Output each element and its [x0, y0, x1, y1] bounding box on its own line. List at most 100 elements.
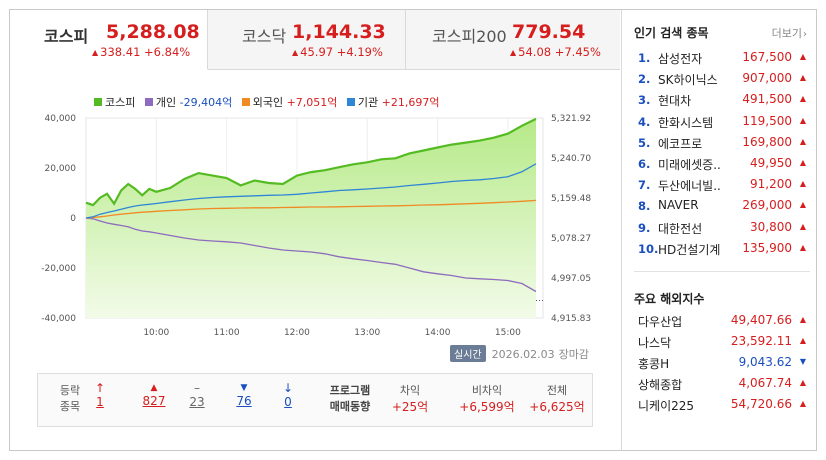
tab-kosdaq[interactable]: 코스닥 1,144.33 ▲ 45.97 +4.19%	[208, 10, 406, 70]
breadth-count[interactable]: 23	[189, 395, 205, 409]
popular-stock-row[interactable]: 7. 두산에너빌.. 91,200 ▲	[634, 175, 810, 196]
program-label-line1: 프로그램	[329, 384, 371, 397]
popular-stock-row[interactable]: 2. SK하이닉스 907,000 ▲	[634, 69, 810, 90]
stock-price: 119,500	[742, 113, 792, 128]
stock-price: 167,500	[742, 50, 792, 64]
foreign-index-value: 23,592.11	[730, 334, 792, 348]
program-col-value: +25억	[391, 400, 429, 414]
program-col-value: +6,599억	[459, 400, 515, 414]
stock-name-link[interactable]: SK하이닉스	[658, 73, 718, 88]
popular-stock-row[interactable]: 3. 현대차 491,500 ▲	[634, 90, 810, 111]
foreign-index-name[interactable]: 나스닥	[638, 336, 672, 350]
legend-swatch	[346, 98, 355, 106]
index-tabs: 코스피 5,288.08 ▲ 338.41 +6.84% 코스닥 1,144.33…	[10, 10, 620, 70]
popular-stock-row[interactable]: 1. 삼성전자 167,500 ▲	[634, 48, 810, 69]
foreign-index-value: 54,720.66	[730, 397, 792, 411]
foreign-index-row[interactable]: 나스닥 23,592.11 ▲	[634, 332, 810, 353]
fall-triangle-icon: ▼	[799, 357, 806, 366]
rise-triangle-icon: ▲	[799, 157, 806, 167]
stock-name-link[interactable]: 두산에너빌..	[658, 179, 721, 194]
legend-item-individual: 개인 -29,404억	[144, 94, 232, 110]
rise-triangle-icon: ▲	[799, 336, 806, 345]
tab-value: 5,288.08	[106, 21, 200, 43]
right-tick-label: 5,321.92	[551, 114, 591, 124]
x-tick-label: 12:00	[284, 328, 310, 338]
flat-dash-icon: –	[194, 381, 200, 395]
tab-change: ▲ 338.41 +6.84%	[92, 45, 190, 59]
chart-date: 2026.02.03	[491, 348, 555, 361]
stock-price: 30,800	[750, 219, 792, 234]
foreign-index-row[interactable]: 홍콩H 9,043.62 ▼	[634, 353, 810, 374]
tab-change: ▲ 45.97 +4.19%	[292, 45, 383, 59]
program-col-label: 전체	[546, 384, 568, 397]
popular-stock-row[interactable]: 8. NAVER 269,000 ▲	[634, 196, 810, 217]
foreign-index-name[interactable]: 상해종합	[638, 378, 683, 392]
breadth-lower-limit[interactable]: ↓ 0	[276, 381, 300, 409]
tab-kospi[interactable]: 코스피 5,288.08 ▲ 338.41 +6.84%	[10, 10, 208, 70]
rise-triangle-icon: ▲	[799, 94, 806, 104]
foreign-index-name[interactable]: 니케이225	[638, 399, 695, 413]
legend-value: +7,051억	[286, 96, 338, 109]
legend-item-foreign: 외국인 +7,051억	[241, 94, 338, 110]
breadth-rise[interactable]: ▲ 827	[134, 381, 174, 408]
tab-value: 779.54	[512, 21, 586, 43]
rise-triangle-icon: ▲	[799, 399, 806, 408]
rank-number: 2.	[638, 72, 651, 87]
institution-line	[85, 163, 537, 219]
popular-stock-row[interactable]: 4. 한화시스템 119,500 ▲	[634, 112, 810, 133]
breadth-label-line2: 종목	[59, 400, 81, 413]
program-trading-label: 프로그램 매매동향	[320, 383, 380, 415]
right-tick-label: 5,159.48	[551, 194, 591, 204]
stock-name-link[interactable]: HD건설기계	[658, 242, 721, 257]
foreign-index-name[interactable]: 다우산업	[638, 315, 683, 329]
stock-name-link[interactable]: NAVER	[658, 198, 699, 213]
breadth-count[interactable]: 0	[284, 395, 292, 409]
stock-name-link[interactable]: 대한전선	[658, 221, 703, 236]
foreign-index-name[interactable]: 홍콩H	[638, 357, 670, 371]
legend-swatch	[144, 98, 153, 106]
rank-number: 4.	[638, 114, 651, 129]
breadth-fall[interactable]: ▼ 76	[229, 381, 259, 408]
breadth-count[interactable]: 76	[236, 394, 252, 408]
tab-name: 코스피200	[432, 27, 507, 46]
breadth-flat[interactable]: – 23	[182, 381, 212, 409]
stock-name-link[interactable]: 현대차	[658, 94, 692, 109]
left-tick-label: 40,000	[45, 114, 77, 124]
tab-name: 코스닥	[242, 27, 287, 46]
more-link[interactable]: 더보기›	[772, 25, 807, 41]
breadth-count[interactable]: 1	[96, 395, 104, 409]
breadth-count[interactable]: 827	[142, 394, 166, 408]
upper-limit-arrow-icon: ↑	[94, 381, 106, 395]
legend-swatch	[94, 98, 102, 106]
program-col-label: 차익	[399, 384, 421, 397]
stock-name-link[interactable]: 한화시스템	[658, 115, 714, 130]
foreign-index-row[interactable]: 다우산업 49,407.66 ▲	[634, 311, 810, 332]
breadth-upper-limit[interactable]: ↑ 1	[88, 381, 112, 409]
stock-name-link[interactable]: 미래에셋증..	[658, 157, 721, 172]
rise-triangle-icon: ▲	[92, 48, 99, 57]
foreign-index-row[interactable]: 상해종합 4,067.74 ▲	[634, 374, 810, 395]
chart-legend: 코스피 개인 -29,404억 외국인 +7,051억 기관 +21,697억	[94, 94, 446, 110]
foreign-index-row[interactable]: 니케이225 54,720.66 ▲	[634, 395, 810, 416]
lower-limit-arrow-icon: ↓	[282, 381, 294, 395]
popular-stock-row[interactable]: 10. HD건설기계 135,900 ▲	[634, 239, 810, 260]
stock-name-link[interactable]: 에코프로	[658, 136, 703, 151]
stock-price: 49,950	[750, 155, 792, 170]
stock-price: 135,900	[742, 240, 792, 255]
popular-list: 1. 삼성전자 167,500 ▲ 2. SK하이닉스 907,000 ▲ 3. 현대차 491,5…	[634, 48, 810, 260]
more-label[interactable]: 더보기	[771, 27, 802, 40]
stock-price: 169,800	[742, 134, 792, 149]
popular-stock-row[interactable]: 5. 에코프로 169,800 ▲	[634, 133, 810, 154]
tab-kospi200[interactable]: 코스피200 779.54 ▲ 54.08 +7.45%	[406, 10, 620, 70]
popular-stock-row[interactable]: 9. 대한전선 30,800 ▲	[634, 218, 810, 239]
stock-name-link[interactable]: 삼성전자	[658, 52, 703, 66]
chevron-right-icon: ›	[803, 29, 807, 40]
popular-stock-row[interactable]: 6. 미래에셋증.. 49,950 ▲	[634, 154, 810, 175]
tab-name: 코스피	[44, 27, 89, 46]
fall-triangle-icon: ▼	[240, 383, 248, 393]
right-tick-label: 4,915.83	[551, 314, 591, 324]
program-total: 전체 +6,625억	[520, 383, 594, 415]
rise-triangle-icon: ▲	[799, 115, 806, 125]
x-tick-label: 11:00	[214, 328, 240, 338]
rise-triangle-icon: ▲	[799, 242, 806, 252]
